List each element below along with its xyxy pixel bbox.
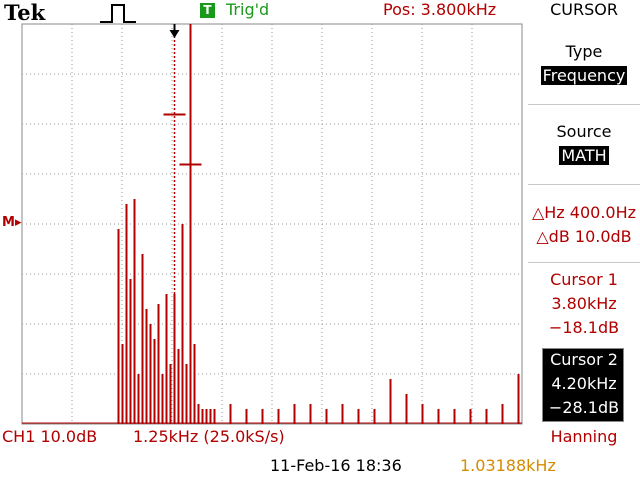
- trigger-edge-icon: [100, 4, 136, 23]
- trigger-badge: T: [200, 3, 215, 18]
- delta-hz-readout: △Hz 400.0Hz: [531, 203, 637, 222]
- cursor-lines: [163, 24, 202, 424]
- cursor2-panel[interactable]: [542, 348, 624, 422]
- cursor1-frequency: 3.80kHz: [551, 294, 617, 313]
- date-time: 11-Feb-16 18:36: [270, 456, 402, 475]
- trigger-status: Trig'd: [226, 0, 270, 19]
- type-label: Type: [565, 42, 603, 61]
- source-label: Source: [556, 122, 612, 141]
- menu-divider: [528, 104, 640, 105]
- cursor2-label: Cursor 2: [550, 350, 618, 369]
- math-reference-marker: M▸: [2, 215, 22, 230]
- menu-title: CURSOR: [550, 0, 618, 19]
- trigger-position-icon: [169, 30, 180, 38]
- brand-logo: Tek: [4, 0, 46, 25]
- source-value: MATH: [559, 146, 609, 165]
- timebase-readout: 1.25kHz (25.0kS/s): [133, 427, 285, 446]
- horizontal-position: Pos: 3.800kHz: [383, 0, 497, 19]
- menu-divider: [528, 262, 640, 263]
- cursor1-label[interactable]: Cursor 1: [550, 270, 618, 289]
- window-function: Hanning: [550, 427, 618, 446]
- cursor2-level: −28.1dB: [548, 398, 620, 417]
- cursor1-level: −18.1dB: [548, 318, 620, 337]
- graticule: [21, 23, 523, 425]
- source-button[interactable]: MATH: [528, 146, 640, 165]
- type-button[interactable]: Frequency: [528, 66, 640, 85]
- delta-db-readout: △dB 10.0dB: [536, 227, 632, 246]
- type-value: Frequency: [540, 66, 628, 85]
- cursor2-frequency: 4.20kHz: [551, 374, 617, 393]
- ch1-scale: CH1 10.0dB: [2, 427, 98, 446]
- menu-divider: [528, 184, 640, 185]
- trigger-frequency: 1.03188kHz: [460, 456, 556, 475]
